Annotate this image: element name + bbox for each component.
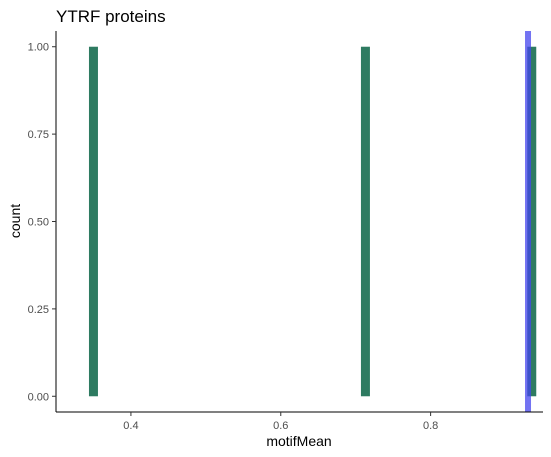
- x-ticks: 0.4 0.6 0.8: [123, 412, 438, 432]
- x-axis-title: motifMean: [266, 433, 331, 449]
- histogram-bar-1: [361, 47, 370, 397]
- y-ticks: 0.00 0.25 0.50 0.75 1.00: [28, 42, 56, 404]
- y-tick-label: 1.00: [28, 42, 49, 54]
- chart-title: YTRF proteins: [56, 7, 166, 26]
- y-tick-label: 0.50: [28, 217, 49, 229]
- x-tick-label: 0.8: [423, 420, 438, 432]
- y-tick-label: 0.00: [28, 391, 49, 403]
- histogram-bar-0: [89, 47, 98, 397]
- y-tick-label: 0.25: [28, 304, 49, 316]
- x-tick-label: 0.4: [123, 420, 138, 432]
- bars-layer: [89, 47, 536, 397]
- x-tick-label: 0.6: [273, 420, 288, 432]
- y-tick-label: 0.75: [28, 129, 49, 141]
- y-axis-title: count: [7, 204, 23, 238]
